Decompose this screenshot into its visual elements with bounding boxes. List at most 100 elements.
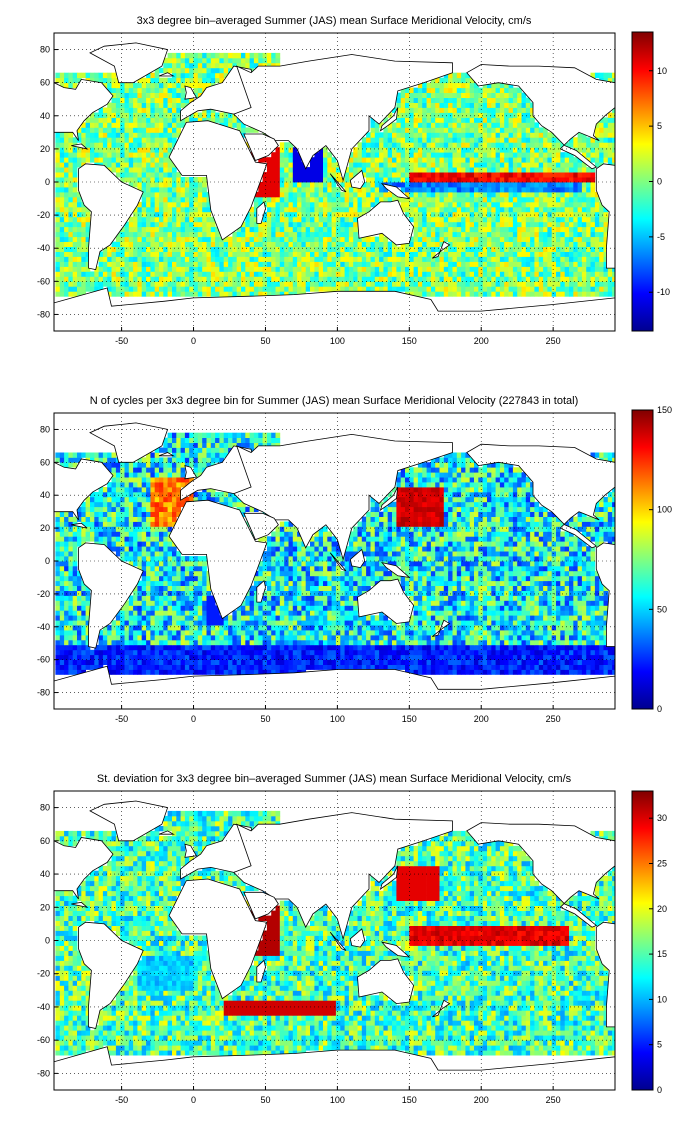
heatmap-cell — [370, 127, 376, 133]
heatmap-cell — [64, 291, 69, 297]
heatmap-cell — [202, 77, 207, 84]
heatmap-cell — [564, 246, 570, 252]
heatmap-cell — [241, 122, 246, 128]
heatmap-cell — [456, 132, 462, 138]
heatmap-cell — [159, 182, 164, 188]
heatmap-cell — [202, 664, 207, 670]
heatmap-cell — [487, 152, 492, 158]
heatmap-cell — [361, 191, 367, 198]
heatmap-cell — [146, 221, 151, 228]
heatmap-cell — [245, 231, 250, 238]
heatmap-cell — [465, 251, 471, 257]
heatmap-cell — [241, 226, 246, 233]
heatmap-cell — [456, 187, 462, 193]
heatmap-cell — [284, 157, 289, 163]
heatmap-cell — [465, 92, 471, 98]
heatmap-cell — [72, 182, 78, 188]
heatmap-cell — [435, 226, 440, 233]
heatmap-cell — [85, 137, 91, 143]
heatmap-cell — [564, 196, 570, 203]
heatmap-cell — [223, 664, 229, 670]
heatmap-cell — [137, 211, 143, 218]
heatmap-cell — [413, 87, 419, 93]
heatmap-cell — [547, 211, 553, 218]
heatmap-cell — [439, 286, 445, 292]
heatmap-cell — [236, 117, 242, 123]
heatmap-cell — [409, 87, 414, 93]
heatmap-cell — [189, 236, 194, 242]
heatmap-cell — [77, 72, 82, 79]
heatmap-cell — [487, 142, 492, 148]
heatmap-cell — [253, 281, 259, 287]
heatmap-cell — [94, 271, 99, 277]
heatmap-cell — [305, 276, 311, 282]
heatmap-cell — [189, 664, 194, 670]
heatmap-cell — [348, 211, 354, 218]
heatmap-cell — [491, 167, 496, 173]
heatmap-cell — [154, 157, 160, 163]
heatmap-cell — [167, 52, 173, 59]
heatmap-cell — [107, 77, 112, 84]
heatmap-cell — [163, 122, 168, 128]
heatmap-cell — [262, 286, 268, 292]
heatmap-cell — [366, 241, 371, 247]
heatmap-cell — [487, 654, 492, 660]
heatmap-cell — [154, 659, 160, 665]
heatmap-cell — [482, 172, 488, 178]
heatmap-cell — [241, 261, 246, 267]
heatmap-cell — [521, 291, 527, 297]
heatmap-cell — [530, 669, 535, 675]
heatmap-cell — [448, 291, 453, 297]
heatmap-cell — [357, 271, 363, 277]
heatmap-cell — [301, 266, 307, 272]
heatmap-cell — [430, 226, 436, 233]
heatmap-cell — [189, 271, 194, 277]
heatmap-cell — [452, 182, 458, 188]
heatmap-cell — [564, 654, 570, 660]
heatmap-cell — [344, 206, 350, 213]
heatmap-cell — [68, 654, 74, 660]
heatmap-cell — [521, 206, 527, 213]
heatmap-cell — [586, 226, 591, 233]
heatmap-cell — [133, 172, 138, 178]
heatmap-cell — [124, 231, 130, 238]
heatmap-cell — [288, 221, 294, 228]
heatmap-cell — [124, 127, 130, 133]
heatmap-cell — [197, 196, 203, 203]
heatmap-cell — [81, 246, 86, 252]
heatmap-cell — [318, 266, 324, 272]
heatmap-cell — [323, 206, 328, 213]
heatmap-cell — [163, 649, 168, 656]
heatmap-cell — [413, 256, 419, 262]
heatmap-cell — [335, 201, 341, 208]
heatmap-cell — [590, 246, 596, 252]
heatmap-cell — [124, 162, 130, 168]
heatmap-cell — [215, 664, 220, 670]
heatmap-cell — [443, 276, 449, 282]
heatmap-cell — [193, 231, 199, 238]
heatmap-cell — [577, 276, 583, 282]
heatmap-cell — [482, 187, 488, 193]
heatmap-cell — [137, 654, 143, 660]
heatmap-cell — [353, 266, 358, 272]
heatmap-cell — [417, 236, 423, 242]
heatmap-cell — [405, 271, 410, 277]
heatmap-cell — [543, 221, 548, 228]
heatmap-cell — [163, 92, 168, 98]
heatmap-cell — [599, 206, 604, 213]
heatmap-cell — [538, 251, 544, 257]
heatmap-cell — [111, 246, 117, 252]
heatmap-cell — [210, 669, 216, 675]
heatmap-cell — [478, 236, 483, 242]
heatmap-cell — [327, 177, 332, 183]
heatmap-cell — [288, 266, 294, 272]
heatmap-cell — [374, 142, 380, 148]
heatmap-cell — [413, 196, 419, 203]
heatmap-cell — [508, 92, 514, 98]
heatmap-cell — [141, 142, 147, 148]
heatmap-cell — [474, 211, 479, 218]
heatmap-cell — [495, 122, 501, 128]
heatmap-cell — [603, 137, 609, 143]
heatmap-cell — [448, 92, 453, 98]
heatmap-cell — [590, 137, 596, 143]
